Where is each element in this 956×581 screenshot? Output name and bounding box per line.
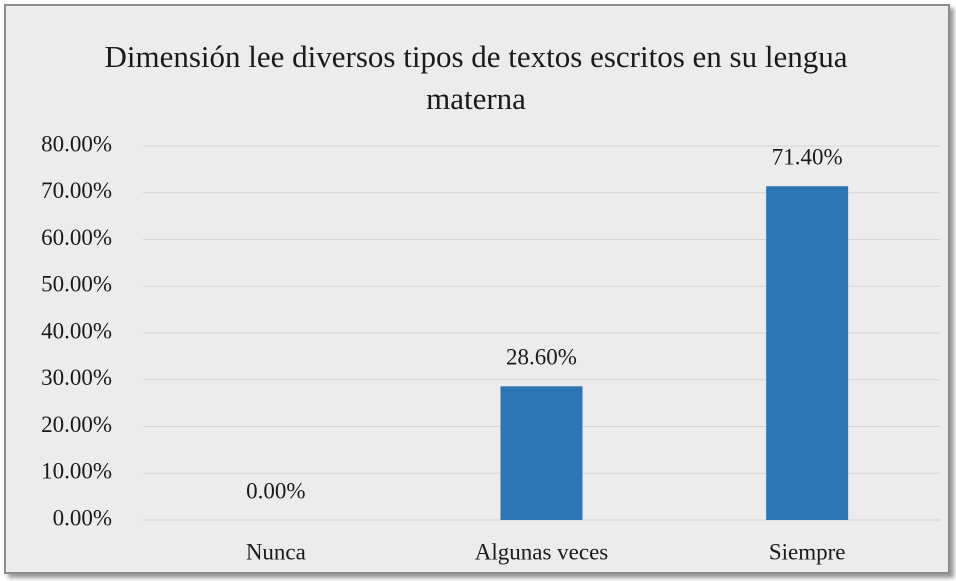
data-label: 71.40% <box>772 144 843 169</box>
y-tick-label: 0.00% <box>53 505 112 530</box>
y-tick-label: 50.00% <box>41 272 112 297</box>
data-label: 28.60% <box>506 345 577 370</box>
y-tick-label: 70.00% <box>41 178 112 203</box>
y-tick-label: 30.00% <box>41 365 112 390</box>
y-tick-label: 60.00% <box>41 225 112 250</box>
x-tick-label: Siempre <box>769 539 846 564</box>
y-tick-label: 80.00% <box>41 131 112 156</box>
bar <box>766 186 849 520</box>
y-tick-label: 20.00% <box>41 412 112 437</box>
y-tick-label: 40.00% <box>41 318 112 343</box>
y-tick-label: 10.00% <box>41 459 112 484</box>
chart-title: Dimensión lee diversos tipos de textos e… <box>104 39 848 116</box>
chart-frame: Dimensión lee diversos tipos de textos e… <box>4 4 950 574</box>
bar <box>500 386 583 520</box>
chart: 0.00% 10.00% 20.00% 30.00% 40.00% 50.00% 60.00… <box>41 131 940 564</box>
x-tick-label: Nunca <box>246 539 306 564</box>
x-tick-label: Algunas veces <box>475 539 609 564</box>
data-label: 0.00% <box>246 478 305 503</box>
